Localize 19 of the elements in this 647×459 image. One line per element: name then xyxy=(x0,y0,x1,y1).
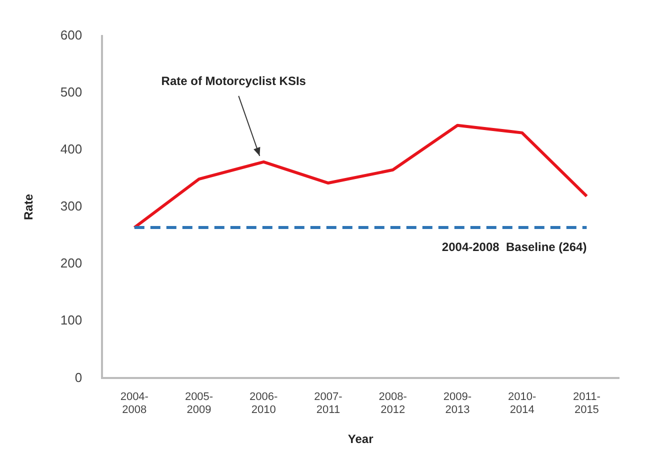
y-tick-label: 400 xyxy=(60,142,82,157)
annotation: Rate of Motorcyclist KSIs xyxy=(161,74,306,88)
x-axis-title: Year xyxy=(348,432,374,446)
y-tick-label: 300 xyxy=(60,198,82,214)
ref-line-label: 2004-2008 Baseline (264) xyxy=(442,240,587,254)
y-tick-label: 0 xyxy=(74,370,82,385)
x-tick-label: 2011-2015 xyxy=(573,390,601,416)
y-tick-label: 100 xyxy=(60,312,82,328)
x-tick-label: 2006-2010 xyxy=(250,390,278,416)
y-tick-label: 600 xyxy=(60,27,82,42)
x-tick-label: 2010-2014 xyxy=(508,390,536,416)
x-tick-label: 2009-2013 xyxy=(443,390,472,416)
x-tick-label: 2008-2012 xyxy=(378,390,408,416)
x-tick-label: 2004-2008 xyxy=(120,390,149,416)
y-axis-title: Rate xyxy=(22,194,36,220)
y-tick-label: 500 xyxy=(60,84,82,100)
y-tick-label: 200 xyxy=(60,256,82,271)
x-tick-label: 2005-2009 xyxy=(184,390,214,416)
x-tick-label: 2007-2011 xyxy=(314,390,343,416)
